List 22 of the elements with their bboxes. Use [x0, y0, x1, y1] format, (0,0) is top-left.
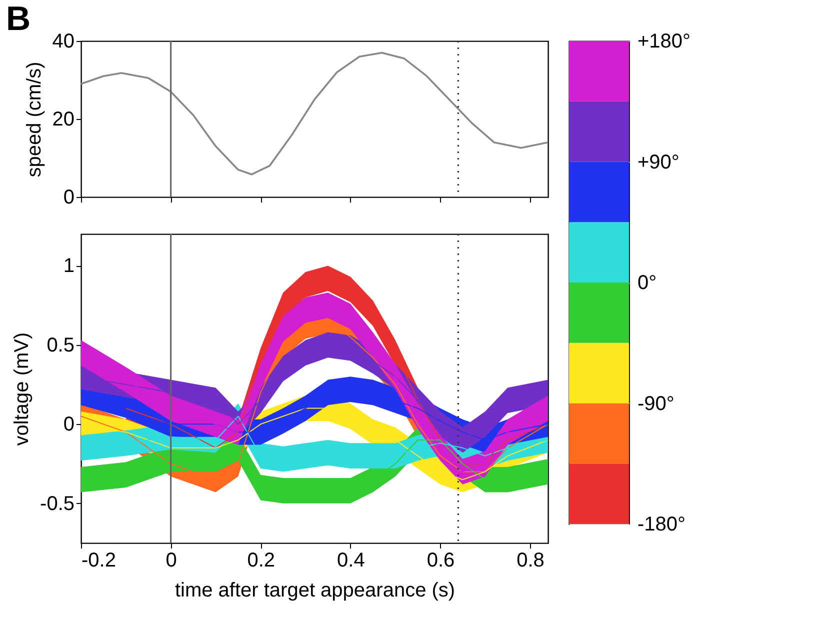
x-tick-label: -0.2	[82, 550, 116, 572]
y-tick-label: 40	[52, 30, 74, 52]
y-tick-label: 1	[63, 255, 74, 278]
y-tick-label: -0.5	[40, 492, 74, 515]
color-bar-label: -180°	[638, 514, 686, 536]
color-bar-label: 0°	[638, 272, 657, 294]
y-tick-label: 20	[52, 108, 74, 130]
y-tick-label: 0	[63, 186, 74, 208]
x-axis-title: time after target appearance (s)	[174, 580, 456, 602]
x-tick-label: 0.4	[337, 550, 365, 572]
y-axis-title: speed (cm/s)	[23, 62, 46, 178]
x-tick-label: 0	[166, 550, 177, 572]
x-tick-label: 0.8	[516, 550, 544, 572]
text: B	[6, 0, 31, 39]
y-tick-label: 0.5	[46, 334, 74, 356]
y-axis-title: voltage (mV)	[11, 332, 34, 446]
y-tick-label: 0	[63, 414, 74, 436]
color-bar-label: +180°	[638, 30, 691, 52]
x-tick-label: 0.2	[247, 550, 276, 572]
color-bar-label: -90°	[638, 392, 674, 415]
color-bar-label: +90°	[638, 151, 680, 174]
x-tick-label: 0.6	[426, 550, 455, 572]
